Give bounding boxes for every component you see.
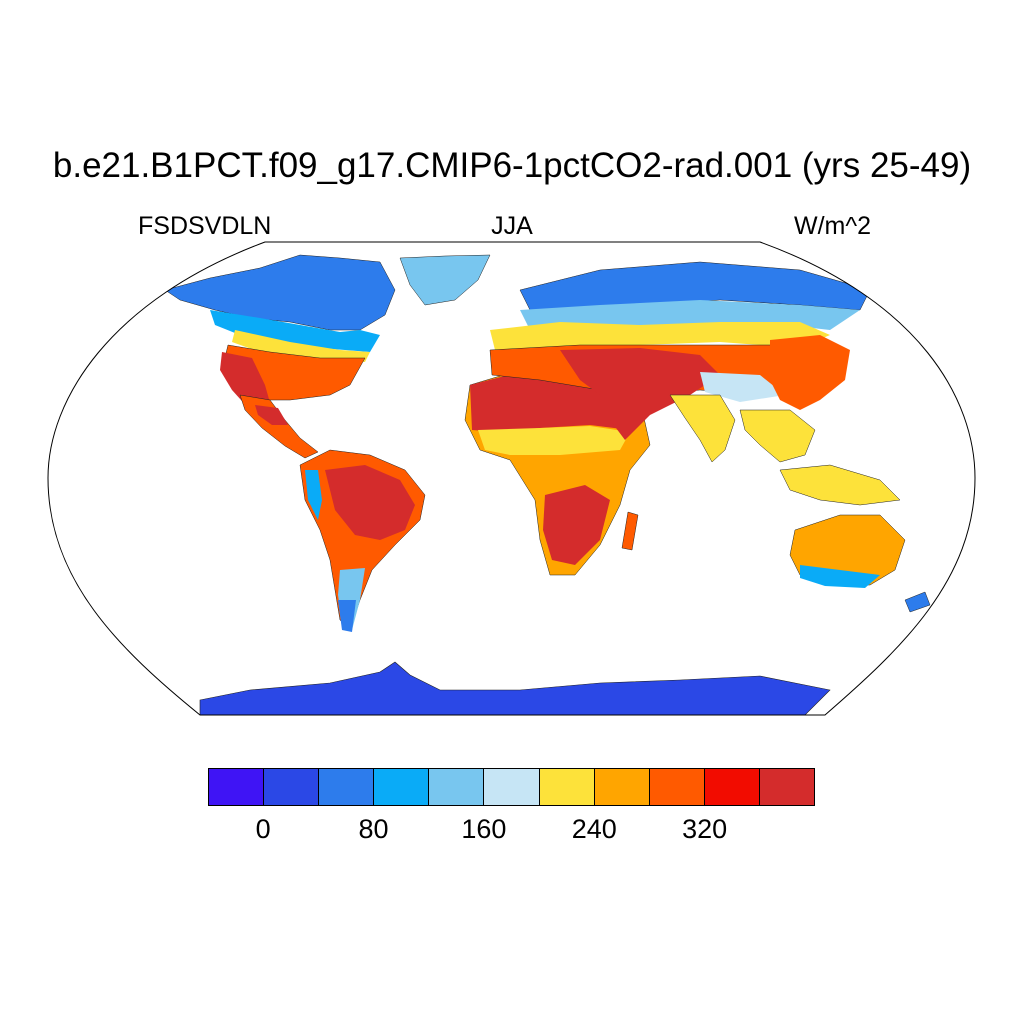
- colorbar-box: [374, 769, 430, 805]
- andes-region: [305, 470, 322, 520]
- units-label: W/m^2: [794, 212, 872, 240]
- canada-light-region: [232, 330, 370, 362]
- usa-west-region: [220, 352, 272, 410]
- canada-region: [164, 254, 396, 331]
- east-asia-region: [770, 335, 850, 410]
- map-boundary: [47, 241, 976, 716]
- colorbar-box: [429, 769, 485, 805]
- mexico-inner-region: [255, 405, 288, 425]
- colorbar: [208, 768, 815, 806]
- season-label: JJA: [491, 212, 533, 240]
- map-title: b.e21.B1PCT.f09_g17.CMIP6-1pctCO2-rad.00…: [52, 146, 972, 185]
- variable-label: FSDSVDLN: [138, 212, 272, 240]
- southeast-asia-region: [739, 409, 816, 463]
- maritime-continent-region: [779, 464, 901, 506]
- colorbar-box: [264, 769, 320, 805]
- colorbar-tick-label: 160: [461, 814, 507, 844]
- southern-africa-region: [543, 485, 610, 565]
- colorbar-box: [704, 769, 760, 805]
- sahel-region: [478, 426, 630, 455]
- colorbar-box: [649, 769, 705, 805]
- colorbar-box: [484, 769, 540, 805]
- colorbar-box: [594, 769, 650, 805]
- colorbar-tick-label: 0: [255, 814, 271, 844]
- greenland-region: [399, 254, 491, 306]
- colorbar-tick-label: 240: [571, 814, 617, 844]
- india-region: [669, 394, 736, 463]
- australia-south-region: [800, 565, 880, 588]
- colorbar-tick-label: 80: [358, 814, 389, 844]
- europe-region: [490, 322, 830, 350]
- canada-band-region: [210, 310, 380, 352]
- colorbar-box: [539, 769, 595, 805]
- middle-east-region: [560, 348, 720, 440]
- mexico-region: [239, 394, 319, 459]
- colorbar-tick-label: 320: [682, 814, 728, 844]
- amazon-region: [325, 465, 415, 540]
- madagascar-region: [621, 511, 639, 551]
- antarctica-region: [199, 661, 831, 715]
- colorbar-box: [209, 769, 265, 805]
- colorbar-box: [759, 769, 815, 805]
- colorbar-box: [319, 769, 375, 805]
- patagonia-region: [338, 600, 356, 632]
- new-zealand-region: [904, 591, 931, 613]
- tibet-region: [700, 372, 785, 402]
